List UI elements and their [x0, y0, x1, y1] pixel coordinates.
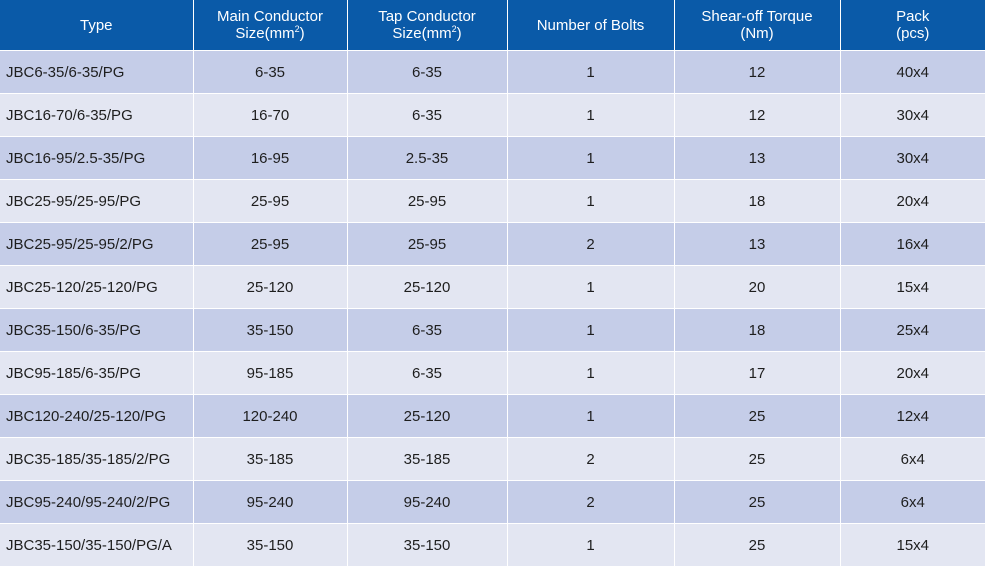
table-row: JBC16-95/2.5-35/PG 16-95 2.5-35 1 13 30x…	[0, 137, 985, 180]
table-row: JBC35-150/6-35/PG 35-150 6-35 1 18 25x4	[0, 309, 985, 352]
cell-pack: 15x4	[840, 524, 985, 566]
cell-type: JBC25-95/25-95/PG	[0, 180, 193, 223]
cell-type: JBC95-185/6-35/PG	[0, 352, 193, 395]
cell-tap-size: 25-95	[347, 180, 507, 223]
cell-tap-size: 25-120	[347, 266, 507, 309]
table-row: JBC35-185/35-185/2/PG 35-185 35-185 2 25…	[0, 438, 985, 481]
cell-torque: 20	[674, 266, 840, 309]
cell-bolts: 1	[507, 266, 674, 309]
cell-type: JBC95-240/95-240/2/PG	[0, 481, 193, 524]
cell-pack: 15x4	[840, 266, 985, 309]
table-row: JBC25-120/25-120/PG 25-120 25-120 1 20 1…	[0, 266, 985, 309]
cell-pack: 6x4	[840, 438, 985, 481]
cell-bolts: 2	[507, 223, 674, 266]
cell-bolts: 1	[507, 180, 674, 223]
cell-tap-size: 95-240	[347, 481, 507, 524]
cell-pack: 16x4	[840, 223, 985, 266]
cell-type: JBC120-240/25-120/PG	[0, 395, 193, 438]
header-main-conductor: Main Conductor Size(mm2)	[193, 0, 347, 51]
cell-bolts: 2	[507, 438, 674, 481]
cell-bolts: 1	[507, 395, 674, 438]
cell-torque: 25	[674, 524, 840, 566]
cell-type: JBC25-120/25-120/PG	[0, 266, 193, 309]
cell-bolts: 1	[507, 524, 674, 566]
table-row: JBC16-70/6-35/PG 16-70 6-35 1 12 30x4	[0, 94, 985, 137]
cell-torque: 25	[674, 438, 840, 481]
cell-torque: 12	[674, 94, 840, 137]
header-row: Type Main Conductor Size(mm2) Tap Conduc…	[0, 0, 985, 51]
cell-type: JBC25-95/25-95/2/PG	[0, 223, 193, 266]
cell-main-size: 95-185	[193, 352, 347, 395]
cell-pack: 30x4	[840, 137, 985, 180]
cell-type: JBC35-150/35-150/PG/A	[0, 524, 193, 566]
cell-main-size: 16-95	[193, 137, 347, 180]
cell-main-size: 95-240	[193, 481, 347, 524]
cell-torque: 13	[674, 137, 840, 180]
cell-tap-size: 6-35	[347, 352, 507, 395]
header-tap-conductor: Tap Conductor Size(mm2)	[347, 0, 507, 51]
cell-main-size: 25-95	[193, 223, 347, 266]
cell-bolts: 1	[507, 94, 674, 137]
cell-bolts: 1	[507, 51, 674, 94]
cell-torque: 18	[674, 180, 840, 223]
table-row: JBC25-95/25-95/2/PG 25-95 25-95 2 13 16x…	[0, 223, 985, 266]
table-row: JBC95-185/6-35/PG 95-185 6-35 1 17 20x4	[0, 352, 985, 395]
header-shear-off-torque: Shear-off Torque (Nm)	[674, 0, 840, 51]
cell-bolts: 2	[507, 481, 674, 524]
cell-pack: 25x4	[840, 309, 985, 352]
cell-tap-size: 35-185	[347, 438, 507, 481]
cell-pack: 20x4	[840, 352, 985, 395]
cell-main-size: 35-150	[193, 309, 347, 352]
cell-pack: 12x4	[840, 395, 985, 438]
cell-main-size: 35-185	[193, 438, 347, 481]
cell-main-size: 6-35	[193, 51, 347, 94]
cell-pack: 20x4	[840, 180, 985, 223]
cell-tap-size: 6-35	[347, 51, 507, 94]
cell-main-size: 25-120	[193, 266, 347, 309]
cell-tap-size: 6-35	[347, 94, 507, 137]
cell-type: JBC16-70/6-35/PG	[0, 94, 193, 137]
cell-tap-size: 25-95	[347, 223, 507, 266]
cell-bolts: 1	[507, 137, 674, 180]
cell-torque: 25	[674, 481, 840, 524]
cell-tap-size: 25-120	[347, 395, 507, 438]
cell-type: JBC35-150/6-35/PG	[0, 309, 193, 352]
cell-type: JBC35-185/35-185/2/PG	[0, 438, 193, 481]
cell-torque: 13	[674, 223, 840, 266]
cell-type: JBC16-95/2.5-35/PG	[0, 137, 193, 180]
cell-torque: 17	[674, 352, 840, 395]
header-pack: Pack (pcs)	[840, 0, 985, 51]
table-row: JBC6-35/6-35/PG 6-35 6-35 1 12 40x4	[0, 51, 985, 94]
cell-pack: 40x4	[840, 51, 985, 94]
cell-type: JBC6-35/6-35/PG	[0, 51, 193, 94]
cell-main-size: 35-150	[193, 524, 347, 566]
header-number-of-bolts: Number of Bolts	[507, 0, 674, 51]
cell-bolts: 1	[507, 352, 674, 395]
cell-main-size: 120-240	[193, 395, 347, 438]
cell-pack: 6x4	[840, 481, 985, 524]
cell-main-size: 16-70	[193, 94, 347, 137]
cell-bolts: 1	[507, 309, 674, 352]
cell-torque: 25	[674, 395, 840, 438]
cell-torque: 18	[674, 309, 840, 352]
cell-main-size: 25-95	[193, 180, 347, 223]
table-row: JBC95-240/95-240/2/PG 95-240 95-240 2 25…	[0, 481, 985, 524]
cell-torque: 12	[674, 51, 840, 94]
table-row: JBC25-95/25-95/PG 25-95 25-95 1 18 20x4	[0, 180, 985, 223]
cell-tap-size: 35-150	[347, 524, 507, 566]
header-type: Type	[0, 0, 193, 51]
cell-pack: 30x4	[840, 94, 985, 137]
cell-tap-size: 2.5-35	[347, 137, 507, 180]
table-row: JBC120-240/25-120/PG 120-240 25-120 1 25…	[0, 395, 985, 438]
table-row: JBC35-150/35-150/PG/A 35-150 35-150 1 25…	[0, 524, 985, 566]
cell-tap-size: 6-35	[347, 309, 507, 352]
